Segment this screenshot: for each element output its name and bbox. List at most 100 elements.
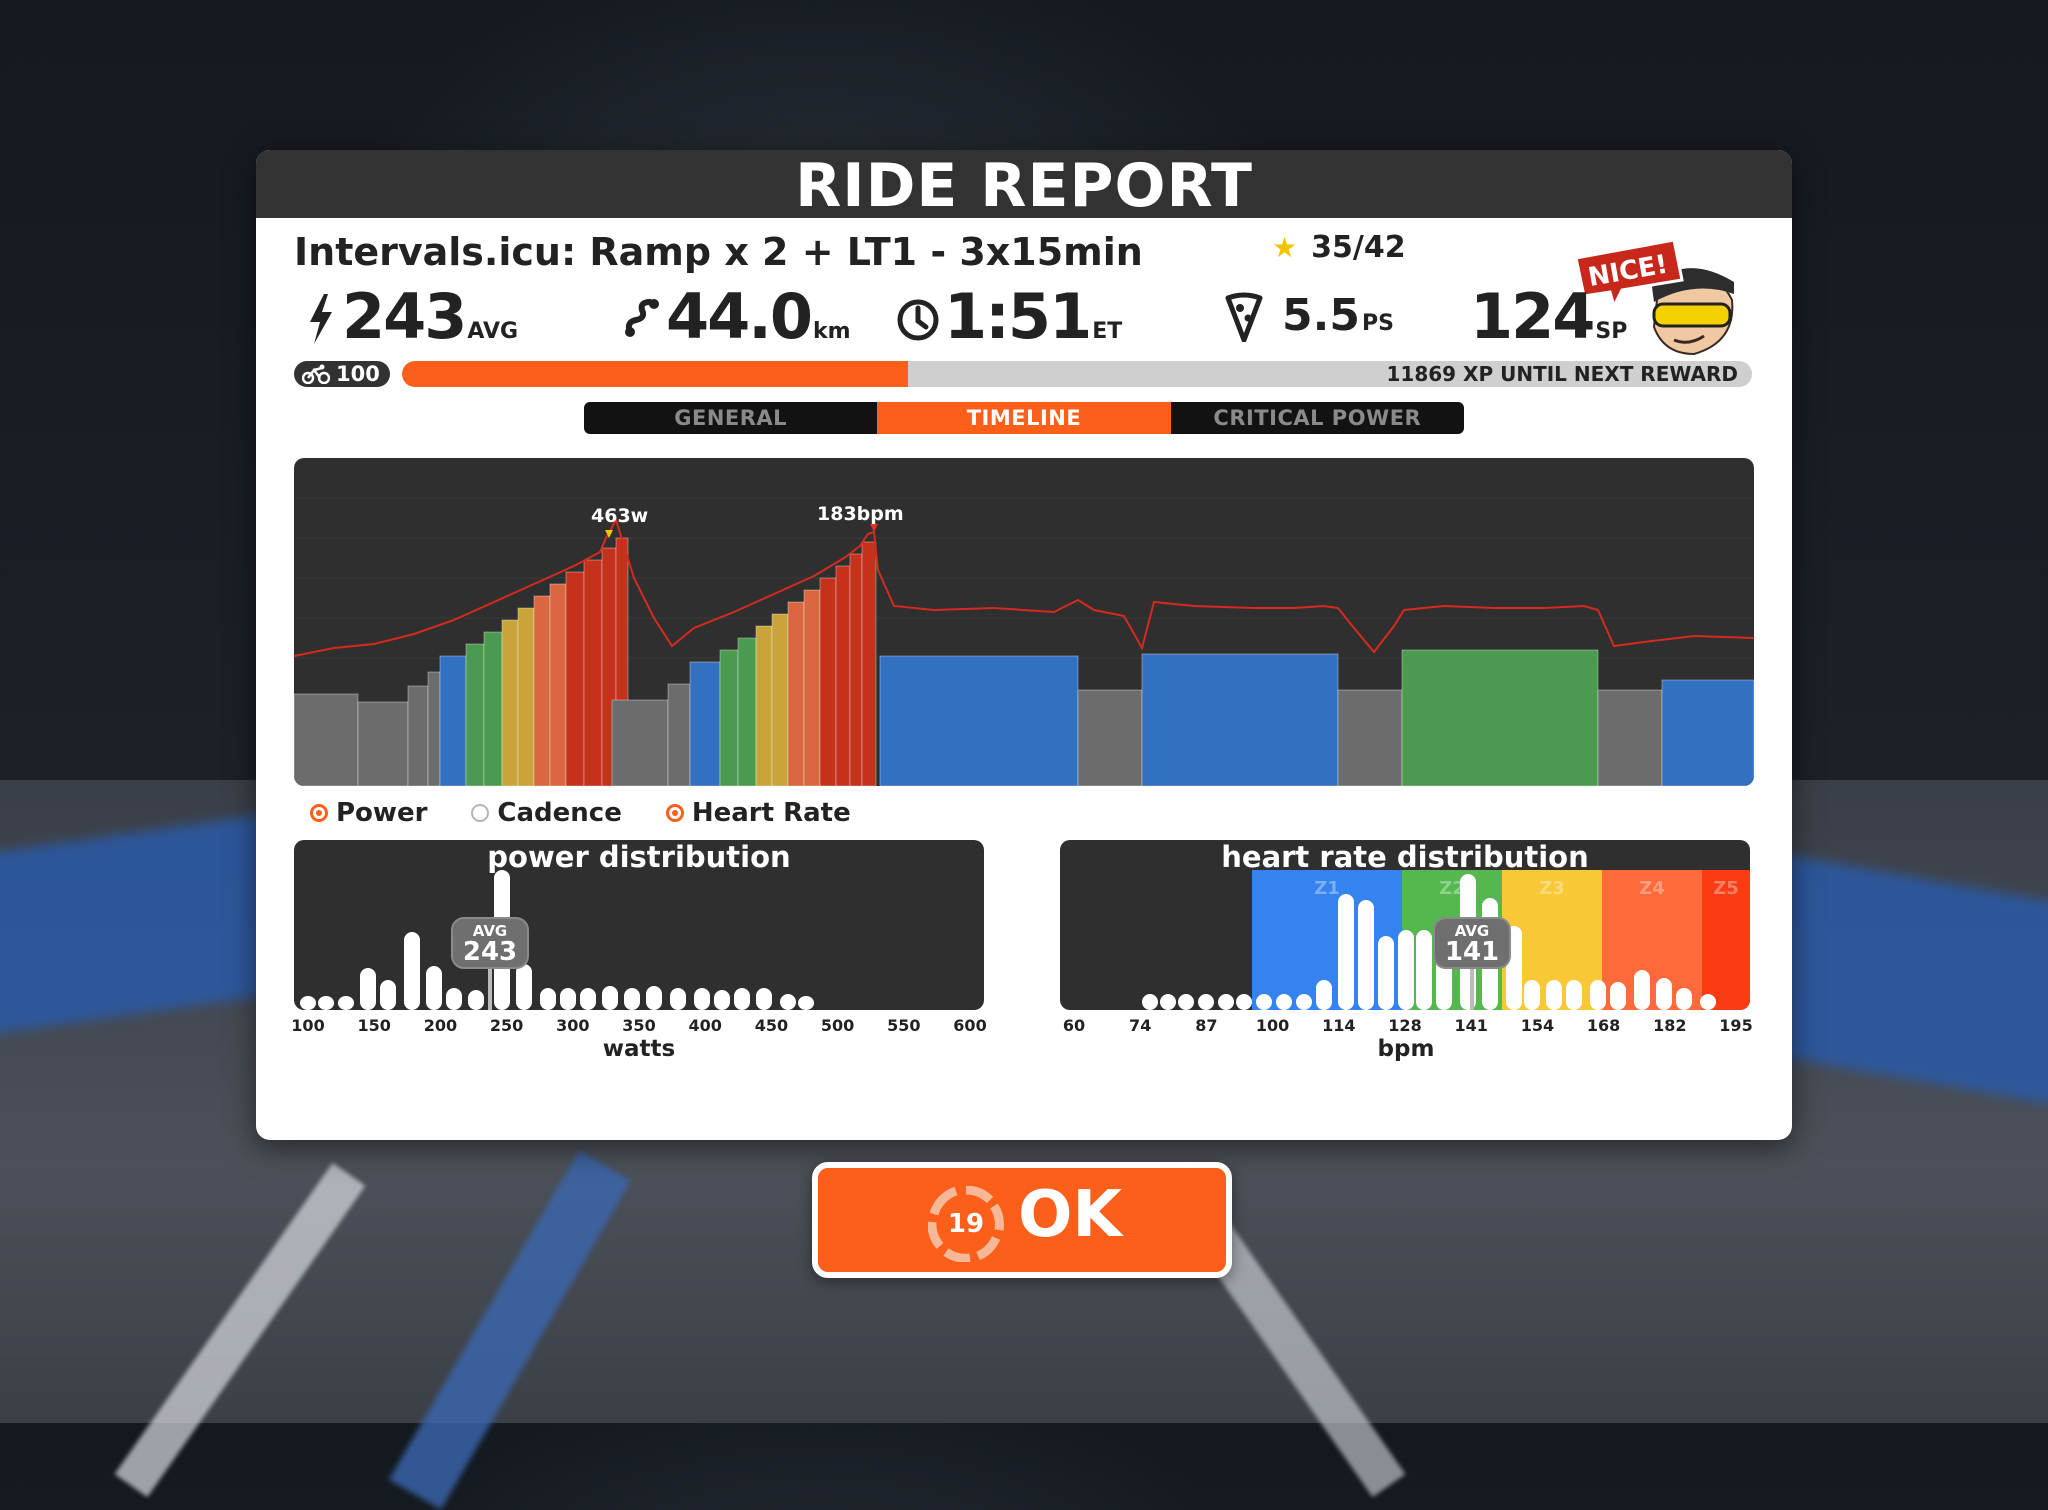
distribution-bar [1416,930,1432,1010]
power-bar [583,559,603,786]
distribution-bar [1610,982,1626,1010]
power-bar [737,637,757,786]
lightning-icon [310,294,332,344]
distribution-bar [756,988,772,1010]
elapsed-time-unit: ET [1092,319,1123,344]
stat-distance: 44.0km [624,280,851,353]
power-bar [849,553,863,786]
axis-tick-label: 87 [1195,1016,1218,1035]
xp-progress-bar: 11869 XP UNTIL NEXT REWARD [402,361,1752,387]
xp-progress-fill [402,361,909,387]
star-count: ★ 35/42 [1272,230,1406,265]
distribution-bar [798,996,814,1010]
power-bar [1337,689,1403,786]
timeline-chart[interactable]: 463w 183bpm [294,458,1754,786]
axis-tick-label: 100 [1255,1016,1290,1035]
power-bar [611,699,669,786]
tab-timeline[interactable]: TIMELINE [877,402,1171,434]
ok-button[interactable]: 19 OK [812,1162,1232,1278]
axis-tick-label: 400 [688,1016,722,1035]
star-count-value: 35/42 [1311,230,1406,265]
avatar: NICE! [1574,238,1734,356]
power-bar [501,619,519,786]
heart-rate-radio[interactable] [665,804,684,822]
stat-avg-power: 243AVG [306,280,518,353]
power-bar [771,613,789,786]
axis-tick-label: 600 [953,1016,987,1035]
bike-icon [302,364,330,384]
panel-title: RIDE REPORT [256,150,1792,221]
power-bar [803,589,821,786]
distribution-bar [318,996,334,1010]
axis-tick-label: 300 [556,1016,590,1035]
power-bar [465,643,485,786]
level-badge: 100 [294,361,390,387]
distribution-bar [1178,994,1194,1010]
tab-critical-power[interactable]: CRITICAL POWER [1170,402,1464,434]
hr-zone-label: Z4 [1639,878,1665,899]
distribution-bar [1378,936,1394,1010]
distribution-bar [1676,988,1692,1010]
report-tabs: GENERAL TIMELINE CRITICAL POWER [584,402,1464,434]
chart-legend: Power Cadence Heart Rate [310,798,851,828]
axis-tick-label: 141 [1454,1016,1488,1035]
power-bar [1141,653,1339,786]
power-bar [719,649,739,786]
power-bar [565,571,585,786]
heart-rate-line [294,517,1754,657]
power-axis-label: watts [602,1036,676,1062]
power-distribution-title: power distribution [487,840,791,874]
distribution-bar [1236,994,1252,1010]
avg-power-unit: AVG [467,319,519,344]
pizza-slices-value: 5.5 [1282,290,1360,341]
power-bar [1597,689,1663,786]
tab-general[interactable]: GENERAL [584,402,878,434]
distribution-bar [1338,894,1354,1010]
power-distribution-ticks: 100 150 200 250 300 350 400 450 500 550 600 [291,1016,987,1038]
axis-tick-label: 550 [887,1016,921,1035]
power-bar [483,631,503,786]
cadence-radio[interactable] [471,804,490,822]
distribution-bar [560,988,576,1010]
axis-tick-label: 168 [1586,1016,1621,1035]
distribution-bar [1358,900,1374,1010]
power-bar [357,701,409,786]
power-bar [1077,689,1143,786]
countdown-ring-icon [927,1185,1004,1263]
axis-tick-label: 74 [1129,1016,1152,1035]
distribution-bar [734,988,750,1010]
distribution-bar [1316,980,1332,1010]
power-bar [835,565,851,786]
axis-tick-label: 154 [1520,1016,1555,1035]
power-bar [294,693,359,786]
ok-button-label: OK [1018,1178,1122,1252]
pizza-icon [1225,292,1263,342]
hr-zone-label: Z5 [1713,878,1739,899]
distribution-bar [1198,994,1214,1010]
hr-zone-label: Z1 [1314,878,1340,899]
power-bar [689,661,721,786]
distribution-bar [380,980,396,1010]
legend-power-label: Power [336,798,428,828]
power-bar [517,607,535,786]
distribution-bar [1590,980,1606,1010]
legend-power[interactable]: Power [310,798,427,828]
legend-heart-rate[interactable]: Heart Rate [665,798,851,828]
power-bar [427,671,441,786]
axis-tick-label: 200 [423,1016,458,1035]
axis-tick-label: 195 [1719,1016,1753,1035]
power-bar [549,583,567,786]
distribution-bar [1700,994,1716,1010]
legend-cadence[interactable]: Cadence [471,798,622,828]
distance-value: 44.0 [666,280,813,353]
power-bar [407,685,429,786]
axis-tick-label: 350 [622,1016,656,1035]
power-radio[interactable] [310,804,328,822]
avg-marker-value: 141 [1445,937,1499,967]
distribution-bar [714,990,730,1010]
distribution-bar [1398,930,1414,1010]
distribution-bar [670,988,686,1010]
stat-elapsed-time: 1:51ET [896,280,1122,353]
